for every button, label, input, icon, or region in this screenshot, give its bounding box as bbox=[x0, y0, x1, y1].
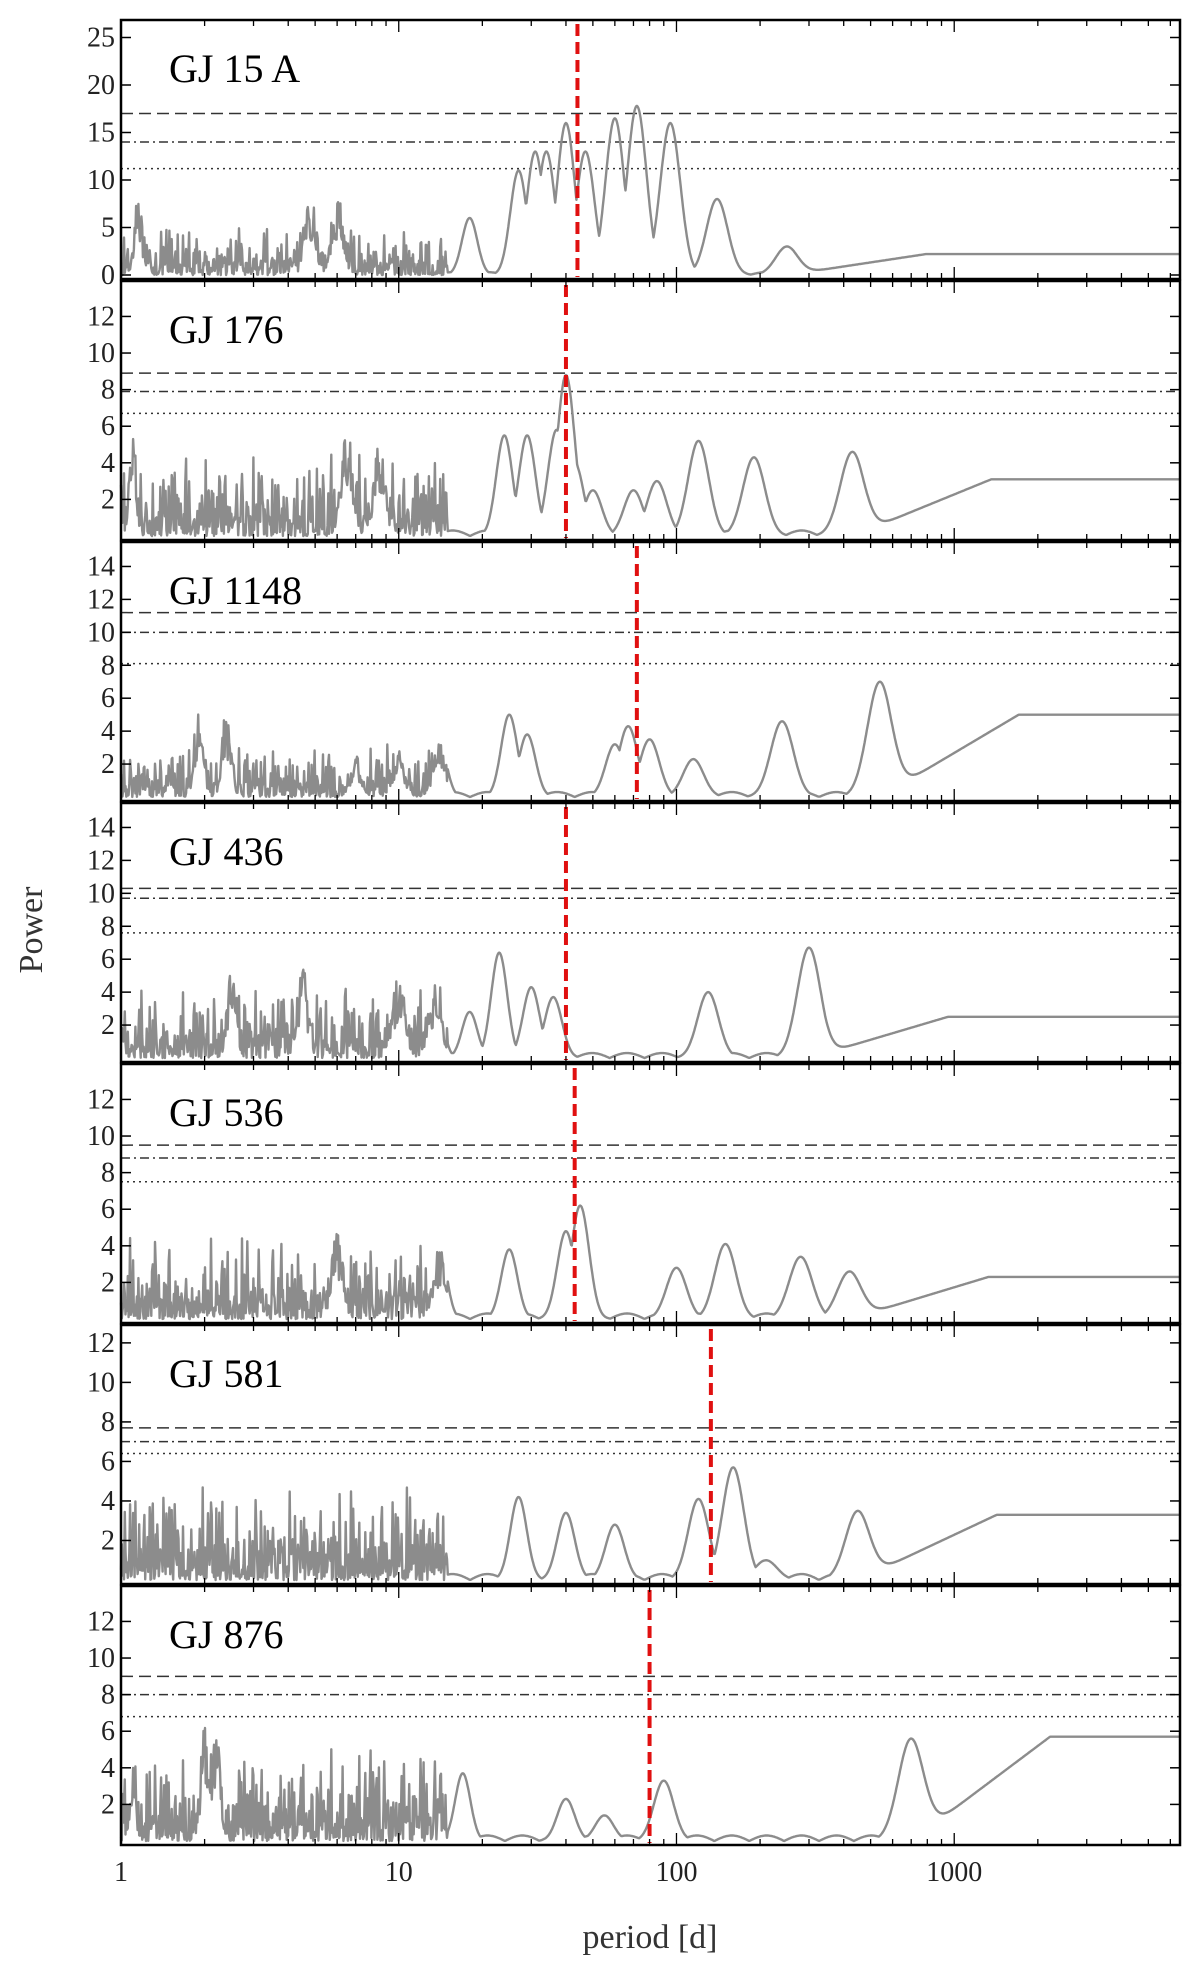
y-tick-label: 2 bbox=[101, 1267, 115, 1298]
y-tick-label: 0 bbox=[101, 260, 115, 291]
y-tick-label: 12 bbox=[87, 584, 115, 615]
panel-name: GJ 15 A bbox=[169, 46, 300, 91]
y-tick-label: 2 bbox=[101, 1789, 115, 1820]
y-tick-label: 6 bbox=[101, 411, 115, 442]
panel-frame bbox=[119, 1323, 1182, 1586]
y-tick-label: 5 bbox=[101, 213, 115, 244]
y-tick-label: 8 bbox=[101, 1407, 115, 1438]
periodogram-line bbox=[119, 680, 1181, 799]
panel-frame bbox=[119, 1062, 1182, 1325]
y-tick-label: 10 bbox=[87, 1121, 115, 1152]
panel-frame bbox=[119, 801, 1182, 1064]
panel-frame bbox=[119, 540, 1182, 803]
panel-name: GJ 436 bbox=[169, 829, 283, 874]
panel-gj-176: 2 4 6 8 10 12 GJ 176 bbox=[87, 279, 1182, 542]
x-tick-label: 1000 bbox=[926, 1857, 982, 1888]
periodogram-line bbox=[119, 1466, 1181, 1582]
panel-name: GJ 1148 bbox=[169, 568, 302, 613]
y-tick-label: 4 bbox=[101, 1231, 115, 1262]
y-axis-label: Power bbox=[13, 886, 50, 974]
y-tick-label: 4 bbox=[101, 1753, 115, 1784]
y-tick-label: 10 bbox=[87, 878, 115, 909]
x-tick-labels: 1 10 100 1000 bbox=[114, 1857, 982, 1888]
y-tick-label: 12 bbox=[87, 1328, 115, 1359]
y-tick-label: 14 bbox=[87, 812, 115, 843]
panel-frame bbox=[119, 279, 1182, 542]
panel-gj-876: 2 4 6 8 10 12 GJ 876 bbox=[87, 1584, 1182, 1847]
x-axis-label: period [d] bbox=[582, 1919, 717, 1956]
y-tick-label: 4 bbox=[101, 1486, 115, 1517]
y-tick-label: 2 bbox=[101, 1525, 115, 1556]
y-tick-label: 14 bbox=[87, 551, 115, 582]
panel-name: GJ 581 bbox=[169, 1351, 283, 1396]
y-tick-label: 8 bbox=[101, 911, 115, 942]
panel-name: GJ 876 bbox=[169, 1612, 283, 1657]
periodogram-line bbox=[119, 373, 1181, 538]
y-tick-label: 8 bbox=[101, 650, 115, 681]
panel-frame bbox=[119, 1584, 1182, 1847]
y-tick-label: 8 bbox=[101, 1158, 115, 1189]
panel-name: GJ 176 bbox=[169, 307, 283, 352]
x-tick-label: 10 bbox=[385, 1857, 413, 1888]
y-tick-label: 8 bbox=[101, 375, 115, 406]
periodogram-line bbox=[119, 946, 1181, 1060]
y-tick-label: 10 bbox=[87, 1367, 115, 1398]
panel-gj-581: 2 4 6 8 10 12 GJ 581 bbox=[87, 1323, 1182, 1586]
panel-name: GJ 536 bbox=[169, 1090, 283, 1135]
y-tick-label: 6 bbox=[101, 944, 115, 975]
y-tick-label: 12 bbox=[87, 1606, 115, 1637]
y-tick-label: 10 bbox=[87, 338, 115, 369]
y-tick-label: 6 bbox=[101, 683, 115, 714]
y-tick-label: 10 bbox=[87, 617, 115, 648]
y-tick-label: 4 bbox=[101, 448, 115, 479]
y-tick-label: 10 bbox=[87, 1643, 115, 1674]
y-tick-label: 4 bbox=[101, 716, 115, 747]
y-tick-label: 6 bbox=[101, 1716, 115, 1747]
periodogram-line bbox=[119, 1204, 1181, 1321]
y-tick-label: 6 bbox=[101, 1194, 115, 1225]
y-tick-label: 6 bbox=[101, 1446, 115, 1477]
y-tick-label: 12 bbox=[87, 845, 115, 876]
periodogram-line bbox=[120, 104, 1181, 277]
x-tick-label: 1 bbox=[114, 1857, 128, 1888]
y-tick-label: 20 bbox=[87, 70, 115, 101]
y-tick-label: 4 bbox=[101, 977, 115, 1008]
y-tick-label: 12 bbox=[87, 301, 115, 332]
y-tick-label: 2 bbox=[101, 749, 115, 780]
y-tick-label: 15 bbox=[87, 118, 115, 149]
y-tick-label: 12 bbox=[87, 1084, 115, 1115]
y-tick-label: 25 bbox=[87, 23, 115, 54]
y-tick-label: 10 bbox=[87, 165, 115, 196]
y-tick-label: 2 bbox=[101, 484, 115, 515]
panel-frame bbox=[119, 18, 1182, 281]
y-tick-label: 8 bbox=[101, 1680, 115, 1711]
panel-gj-536: 2 4 6 8 10 12 GJ 536 bbox=[87, 1062, 1182, 1325]
x-tick-label: 100 bbox=[655, 1857, 697, 1888]
y-tick-label: 2 bbox=[101, 1010, 115, 1041]
panel-gj-15-a: 0 5 10 15 20 25 GJ 15 A bbox=[87, 18, 1182, 291]
